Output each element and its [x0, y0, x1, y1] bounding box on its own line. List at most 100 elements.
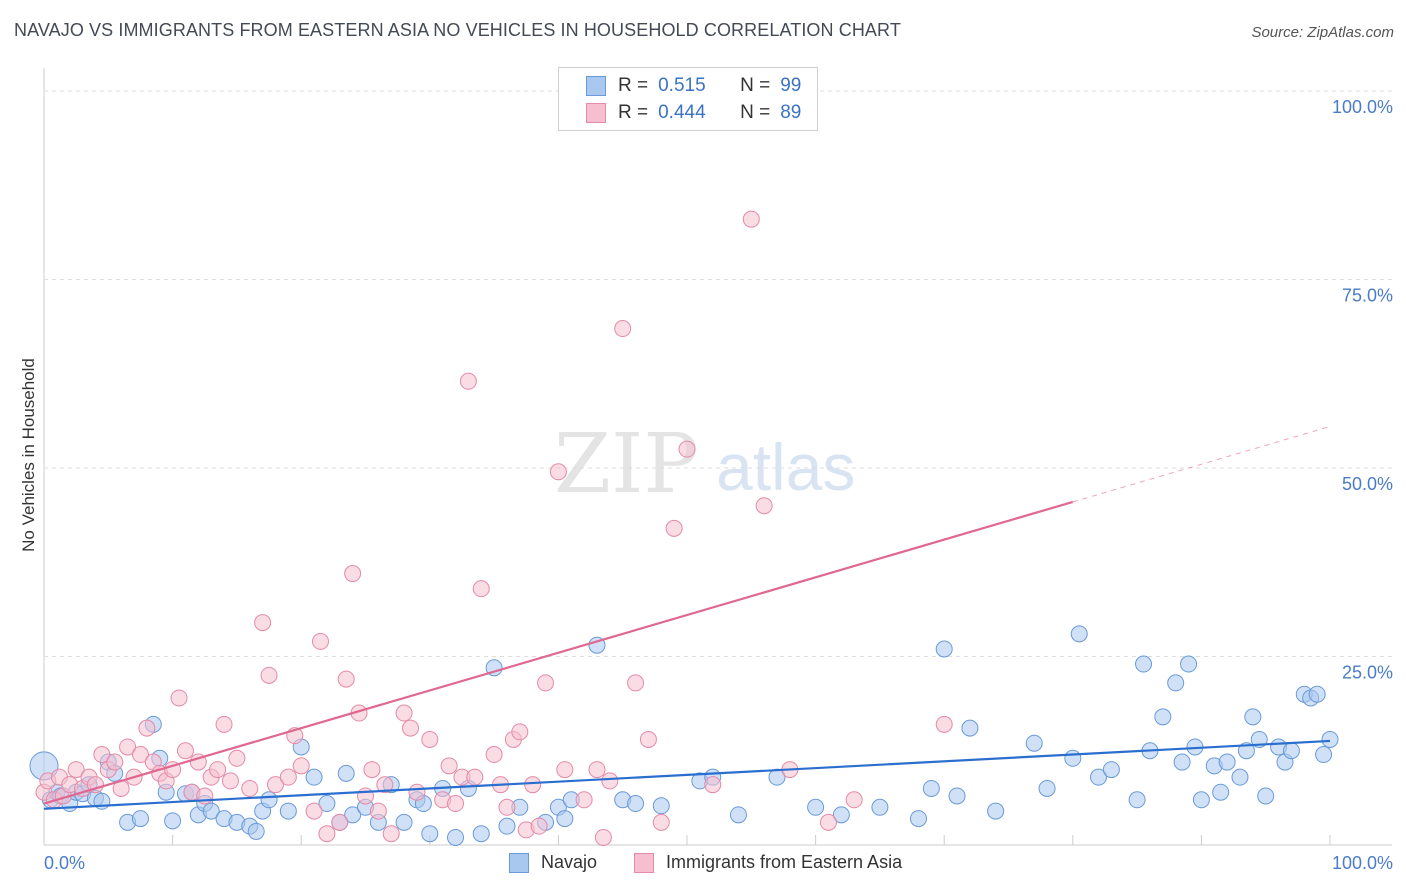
data-point — [363, 761, 381, 779]
data-point — [639, 730, 657, 748]
data-point — [1102, 761, 1120, 779]
data-point — [1173, 753, 1191, 771]
data-point — [472, 580, 490, 598]
data-point — [357, 787, 374, 805]
data-point — [1180, 655, 1198, 673]
data-point — [530, 817, 548, 835]
data-point — [472, 825, 490, 843]
data-point — [1315, 746, 1333, 764]
data-point — [344, 565, 362, 583]
data-point — [164, 812, 182, 830]
legend-n-label: N = — [740, 102, 771, 123]
data-point — [447, 795, 465, 813]
data-point — [260, 791, 278, 809]
data-point — [627, 674, 645, 692]
data-point — [447, 828, 465, 846]
data-point — [652, 813, 670, 831]
series-label-eastern-asia: Immigrants from Eastern Asia — [666, 852, 903, 872]
data-point — [1128, 791, 1146, 809]
data-point — [305, 802, 323, 820]
x-tick-label: 0.0% — [44, 853, 85, 873]
data-point — [279, 768, 297, 786]
data-point — [594, 828, 612, 846]
data-point — [1064, 749, 1082, 767]
data-point — [1167, 674, 1185, 692]
data-point — [1218, 753, 1236, 771]
data-point — [318, 825, 336, 843]
y-tick-label: 50.0% — [1342, 474, 1393, 494]
chart-source: Source: ZipAtlas.com — [1251, 24, 1394, 41]
data-point — [498, 817, 516, 835]
data-point — [871, 798, 889, 816]
data-point — [1237, 742, 1255, 760]
trend-line — [43, 500, 1074, 805]
data-point — [402, 719, 420, 737]
legend-swatch-eastern-asia — [586, 103, 606, 123]
data-point — [395, 704, 413, 722]
data-point — [67, 761, 85, 779]
data-point — [575, 791, 593, 809]
data-point — [344, 806, 362, 824]
data-point — [556, 761, 574, 779]
data-point — [1282, 742, 1300, 760]
data-point — [665, 519, 683, 537]
data-point — [382, 825, 400, 843]
data-point — [395, 813, 413, 831]
data-point — [292, 757, 310, 775]
data-point — [1212, 783, 1230, 801]
legend-r-value-eastern-asia: 0.444 — [658, 102, 706, 123]
data-point — [318, 795, 336, 813]
data-point — [1038, 779, 1056, 797]
data-point — [459, 372, 477, 390]
data-point — [254, 614, 272, 632]
data-point — [138, 719, 156, 737]
data-point — [498, 798, 516, 816]
data-point — [524, 776, 542, 794]
data-point — [832, 806, 850, 824]
legend-r-label: R = — [618, 75, 649, 96]
legend-n-value-eastern-asia: 89 — [780, 102, 802, 123]
data-point — [131, 810, 149, 828]
y-axis-ticks: 25.0% 50.0% 75.0% 100.0% — [1332, 97, 1393, 683]
data-point — [987, 802, 1005, 820]
data-point — [176, 742, 194, 760]
data-point — [909, 810, 927, 828]
data-point — [170, 689, 188, 707]
data-point — [742, 210, 760, 228]
data-point — [511, 723, 529, 741]
data-point — [279, 802, 297, 820]
data-point — [935, 715, 953, 733]
data-point — [337, 670, 355, 688]
y-tick-label: 25.0% — [1342, 663, 1393, 683]
data-point — [614, 320, 632, 338]
data-point — [1244, 708, 1262, 726]
data-point — [1154, 708, 1172, 726]
x-tick-label: 100.0% — [1332, 853, 1393, 873]
data-point — [588, 761, 606, 779]
data-point — [729, 806, 747, 824]
data-point — [376, 776, 394, 794]
data-point — [119, 738, 137, 756]
data-point — [209, 761, 227, 779]
series-swatch-navajo — [509, 852, 529, 873]
data-point — [241, 779, 259, 797]
legend-n-value-navajo: 99 — [780, 75, 802, 96]
data-point — [549, 463, 567, 481]
series-swatch-eastern-asia — [634, 852, 654, 873]
watermark-zip: ZIP — [554, 417, 699, 512]
data-point — [369, 802, 387, 820]
data-point — [948, 787, 966, 805]
data-point — [202, 802, 220, 820]
data-point — [1308, 685, 1326, 703]
data-point — [935, 640, 953, 658]
data-point — [1090, 768, 1108, 786]
correlation-legend: R = 0.515 N = 99 R = 0.444 N = 89 — [558, 67, 818, 131]
trend-line — [43, 739, 1331, 810]
data-point — [331, 813, 349, 831]
data-point — [601, 772, 619, 790]
data-point — [421, 825, 439, 843]
data-point — [819, 813, 837, 831]
data-point — [266, 776, 284, 794]
legend-r-label: R = — [618, 102, 649, 123]
